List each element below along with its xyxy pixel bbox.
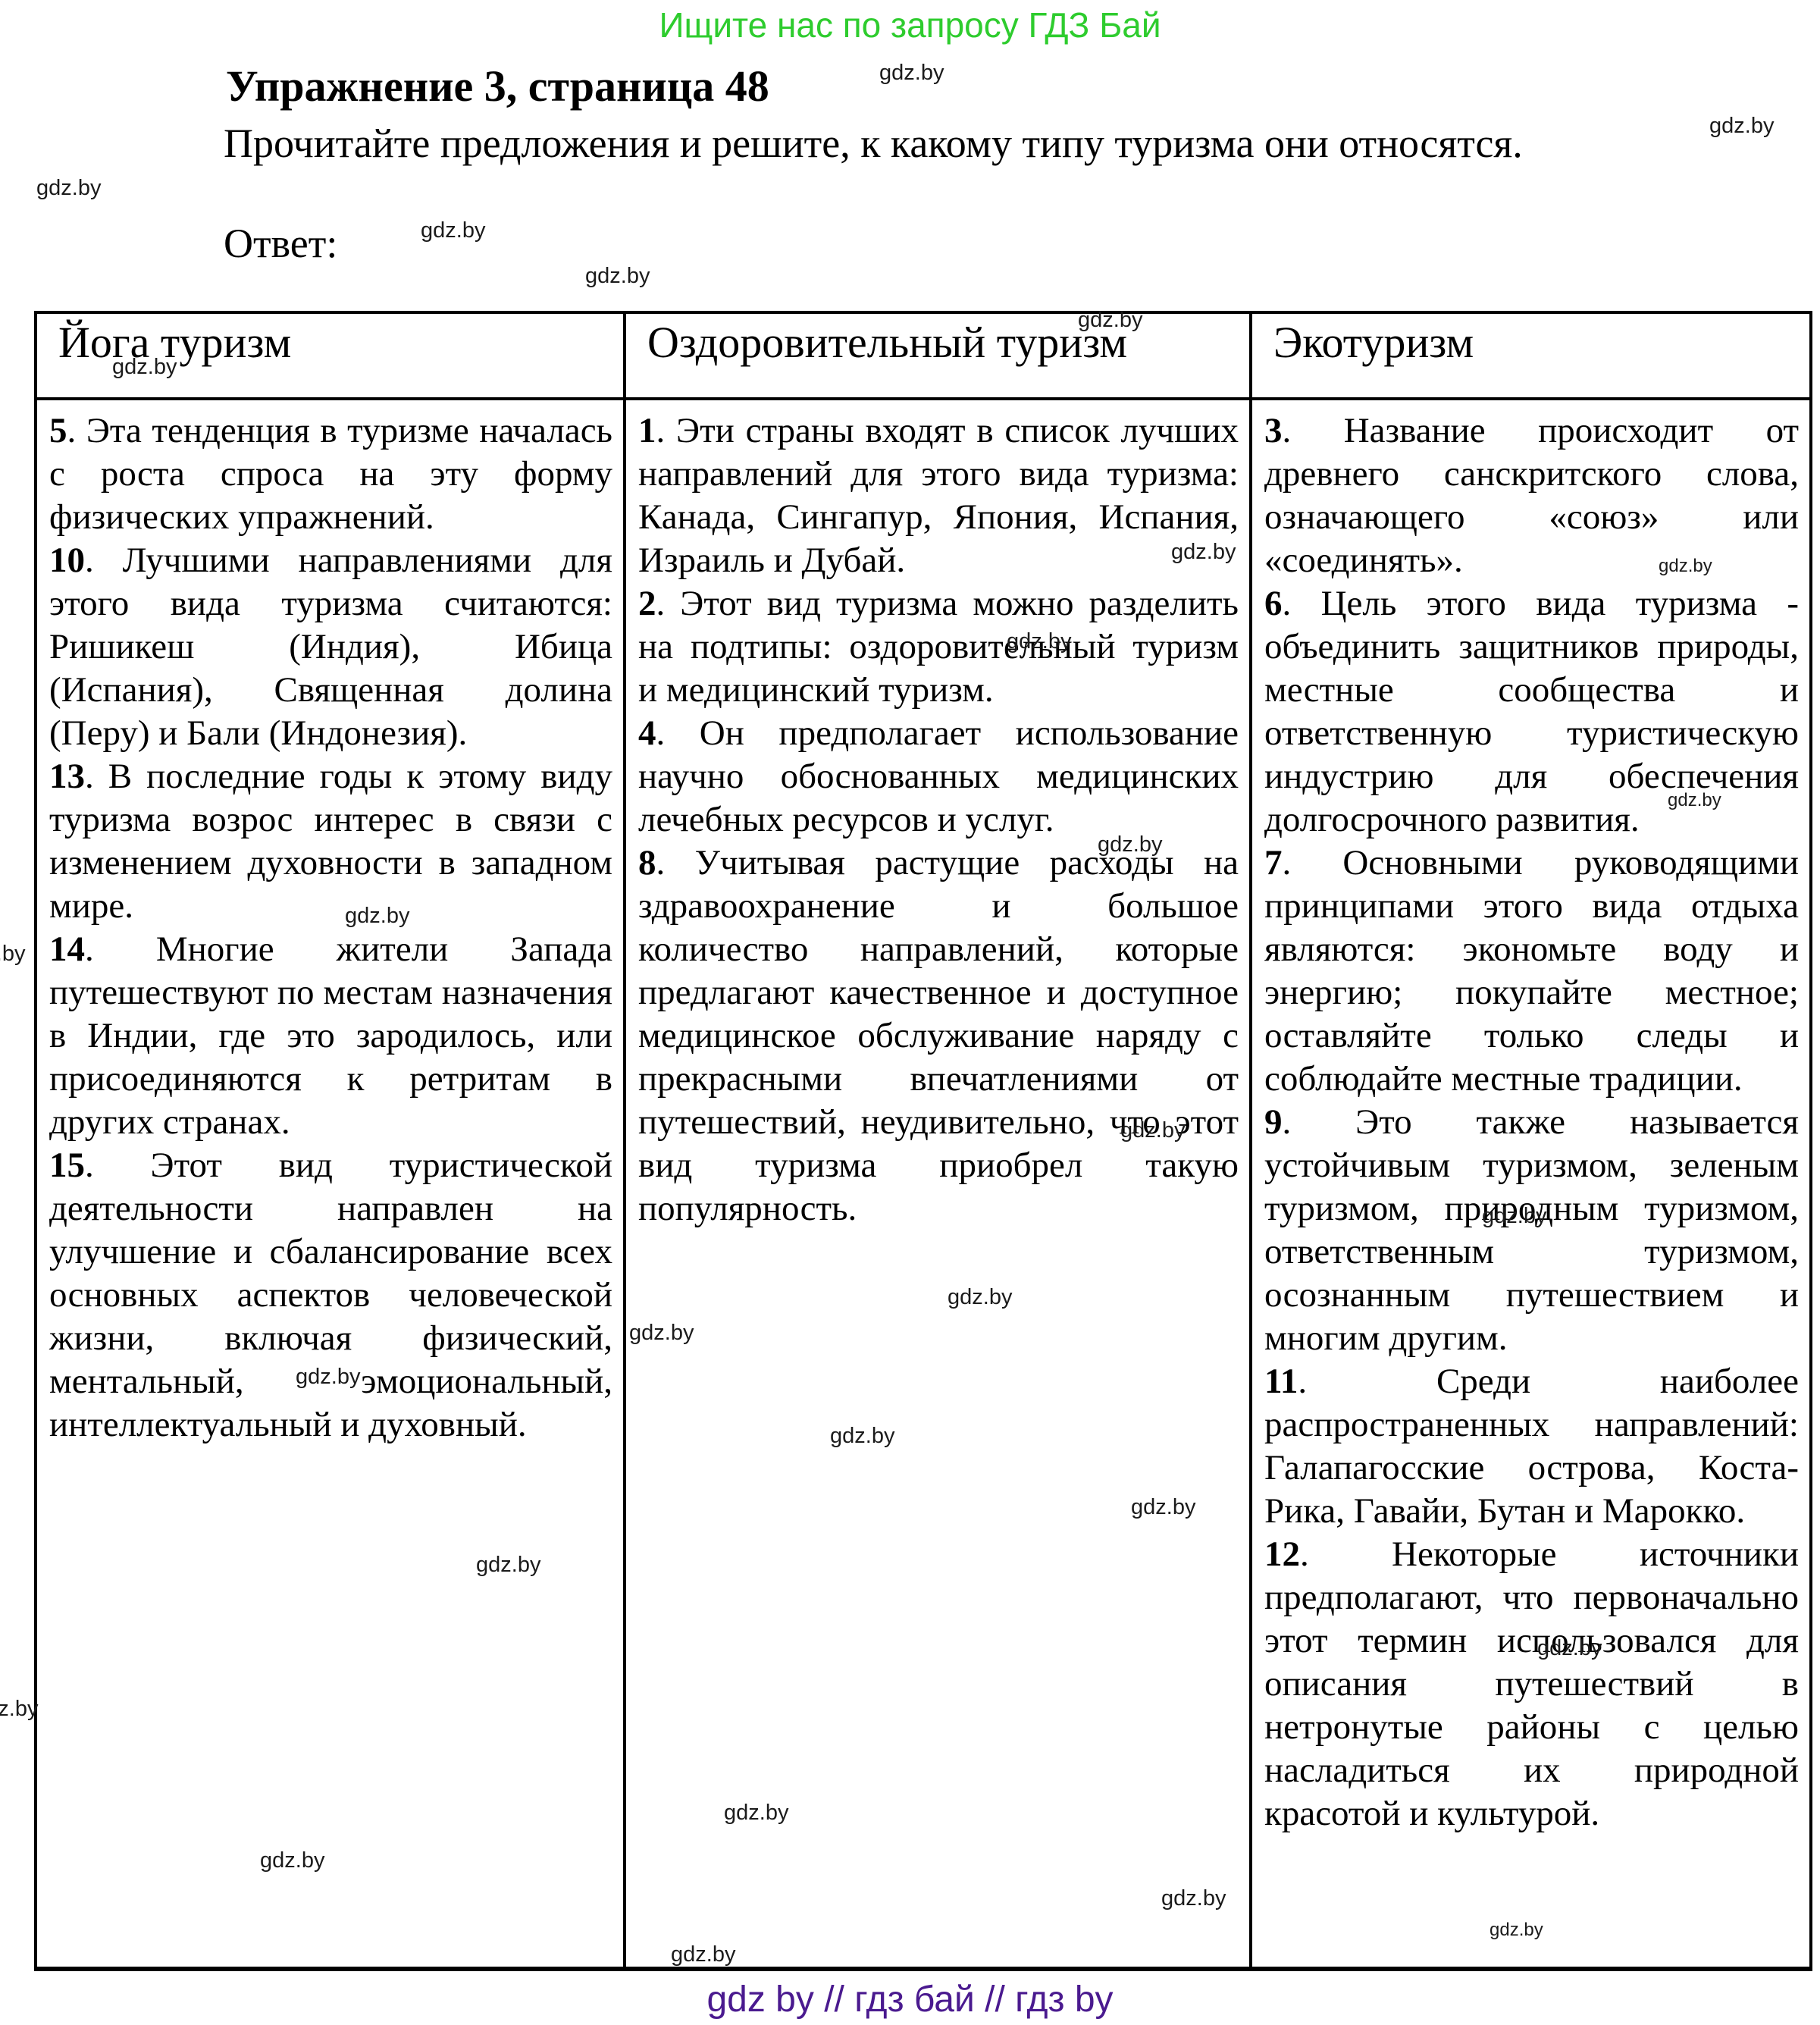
answer-item: 3. Название происходит от древнего санск…: [1264, 411, 1799, 580]
exercise-title: Упражнение 3, страница 48: [226, 61, 769, 111]
answers-table: Йога туризм Оздоровительный туризм Экоту…: [34, 311, 1812, 1971]
gdz-watermark: gdz.by: [0, 942, 26, 966]
answer-item: 5. Эта тенденция в туризме началась с ро…: [49, 411, 612, 537]
column-cell-yoga-tourism: 5. Эта тенденция в туризме началась с ро…: [37, 400, 626, 1967]
answer-item: 15. Этот вид туристической деятельности …: [49, 1146, 612, 1444]
answer-item: 14. Многие жители Запада путешествуют по…: [49, 929, 612, 1142]
answer-item: 10. Лучшими направлениями для этого вида…: [49, 541, 612, 753]
column-cell-wellness-tourism: 1. Эти страны входят в список лучших нап…: [626, 400, 1252, 1967]
answer-item: 12. Некоторые источники предполагают, чт…: [1264, 1534, 1799, 1833]
gdz-watermark: gdz.by: [0, 1697, 39, 1721]
task-instruction: Прочитайте предложения и решите, к каком…: [224, 121, 1523, 166]
column-header-yoga-tourism: Йога туризм: [37, 314, 626, 397]
gdz-watermark: gdz.by: [421, 218, 486, 243]
gdz-watermark: gdz.by: [1709, 114, 1775, 138]
answer-label: Ответ:: [224, 221, 338, 266]
footer-links: gdz by // гдз бай // гдз by: [706, 1980, 1114, 2020]
answer-item: 1. Эти страны входят в список лучших нап…: [638, 411, 1239, 580]
table-body-row: 5. Эта тенденция в туризме началась с ро…: [37, 400, 1809, 1967]
answer-item: 13. В последние годы к этому виду туризм…: [49, 757, 612, 926]
answer-item: 11. Среди наиболее распространенных напр…: [1264, 1362, 1799, 1531]
column-cell-ecotourism: 3. Название происходит от древнего санск…: [1252, 400, 1809, 1967]
answer-item: 6. Цель этого вида туризма - объединить …: [1264, 584, 1799, 839]
column-header-wellness-tourism: Оздоровительный туризм: [626, 314, 1252, 397]
column-header-ecotourism: Экотуризм: [1273, 318, 1474, 367]
answer-item: 2. Этот вид туризма можно разделить на п…: [638, 584, 1239, 710]
answer-item: 7. Основными руководящими принципами это…: [1264, 843, 1799, 1099]
answer-item: 8. Учитывая растущие расходы на здравоох…: [638, 843, 1239, 1228]
table-header-row: Йога туризм Оздоровительный туризм Экоту…: [37, 314, 1809, 400]
answer-item: 4. Он предполагает использование научно …: [638, 713, 1239, 839]
answer-item: 9. Это также называется устойчивым туриз…: [1264, 1102, 1799, 1358]
gdz-watermark: gdz.by: [879, 61, 944, 85]
gdz-watermark: gdz.by: [585, 264, 650, 288]
gdz-watermark: gdz.by: [36, 176, 102, 200]
promo-banner: Ищите нас по запросу ГДЗ Бай: [659, 5, 1161, 45]
